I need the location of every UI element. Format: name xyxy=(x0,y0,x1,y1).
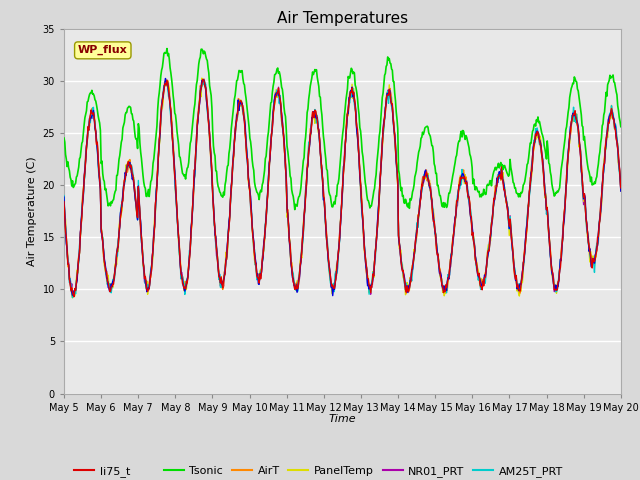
Legend: li75_t, li77_temp, Tsonic, AirT, PanelTemp, NR01_PRT, AM25T_PRT: li75_t, li77_temp, Tsonic, AirT, PanelTe… xyxy=(70,461,568,480)
NR01_PRT xyxy=(60,199,68,204)
AirT xyxy=(185,262,193,268)
AirT xyxy=(71,290,79,296)
Tsonic xyxy=(185,160,193,166)
PanelTemp xyxy=(68,295,76,300)
PanelTemp xyxy=(185,263,193,268)
li75_t xyxy=(428,197,436,203)
AM25T_PRT xyxy=(71,288,79,293)
AM25T_PRT xyxy=(617,180,625,186)
AirT xyxy=(200,76,208,82)
NR01_PRT xyxy=(617,187,625,192)
Line: AirT: AirT xyxy=(64,79,621,297)
li77_temp xyxy=(428,198,436,204)
AM25T_PRT xyxy=(185,264,193,269)
AM25T_PRT xyxy=(215,276,223,282)
li77_temp xyxy=(70,288,78,294)
AM25T_PRT xyxy=(68,295,76,300)
Line: li75_t: li75_t xyxy=(64,80,621,297)
Tsonic xyxy=(412,171,419,177)
AirT xyxy=(412,239,419,245)
li77_temp xyxy=(60,194,68,200)
li75_t xyxy=(60,199,68,204)
li77_temp xyxy=(412,239,419,244)
NR01_PRT xyxy=(412,237,419,242)
PanelTemp xyxy=(198,75,205,81)
AM25T_PRT xyxy=(60,192,68,198)
PanelTemp xyxy=(60,196,68,202)
li77_temp xyxy=(617,188,625,194)
NR01_PRT xyxy=(200,77,208,83)
Tsonic xyxy=(214,183,222,189)
li77_temp xyxy=(214,264,222,270)
Line: PanelTemp: PanelTemp xyxy=(64,78,621,298)
PanelTemp xyxy=(617,187,625,192)
AM25T_PRT xyxy=(428,196,436,202)
Tsonic xyxy=(617,124,625,130)
NR01_PRT xyxy=(68,293,76,299)
NR01_PRT xyxy=(128,168,136,174)
PanelTemp xyxy=(412,239,419,244)
AirT xyxy=(128,168,136,174)
AM25T_PRT xyxy=(199,77,207,83)
li75_t xyxy=(70,294,78,300)
Y-axis label: Air Temperature (C): Air Temperature (C) xyxy=(27,156,37,266)
li77_temp xyxy=(162,75,170,81)
AM25T_PRT xyxy=(412,240,419,245)
Tsonic xyxy=(163,46,171,51)
PanelTemp xyxy=(215,269,223,275)
NR01_PRT xyxy=(71,287,79,292)
Title: Air Temperatures: Air Temperatures xyxy=(277,11,408,26)
Tsonic xyxy=(60,135,68,141)
li75_t xyxy=(185,263,193,268)
PanelTemp xyxy=(428,197,436,203)
li75_t xyxy=(617,185,625,191)
li75_t xyxy=(71,286,79,291)
NR01_PRT xyxy=(215,272,223,278)
AirT xyxy=(428,202,436,208)
NR01_PRT xyxy=(428,202,436,208)
li75_t xyxy=(199,77,207,83)
li77_temp xyxy=(329,293,337,299)
li77_temp xyxy=(185,264,193,270)
Tsonic xyxy=(428,143,436,148)
AirT xyxy=(215,273,223,278)
Line: Tsonic: Tsonic xyxy=(64,48,621,210)
PanelTemp xyxy=(128,173,136,179)
AirT xyxy=(60,198,68,204)
li75_t xyxy=(215,274,223,279)
AirT xyxy=(68,294,76,300)
Text: WP_flux: WP_flux xyxy=(78,45,127,56)
NR01_PRT xyxy=(185,265,193,271)
AM25T_PRT xyxy=(128,165,136,171)
li77_temp xyxy=(127,168,135,174)
PanelTemp xyxy=(71,293,79,299)
Tsonic xyxy=(70,183,78,189)
Line: AM25T_PRT: AM25T_PRT xyxy=(64,80,621,298)
Line: NR01_PRT: NR01_PRT xyxy=(64,80,621,296)
li75_t xyxy=(128,171,136,177)
Tsonic xyxy=(127,111,135,117)
X-axis label: Time: Time xyxy=(328,414,356,424)
Tsonic xyxy=(291,207,299,213)
li75_t xyxy=(412,237,419,243)
Line: li77_temp: li77_temp xyxy=(64,78,621,296)
AirT xyxy=(617,188,625,193)
